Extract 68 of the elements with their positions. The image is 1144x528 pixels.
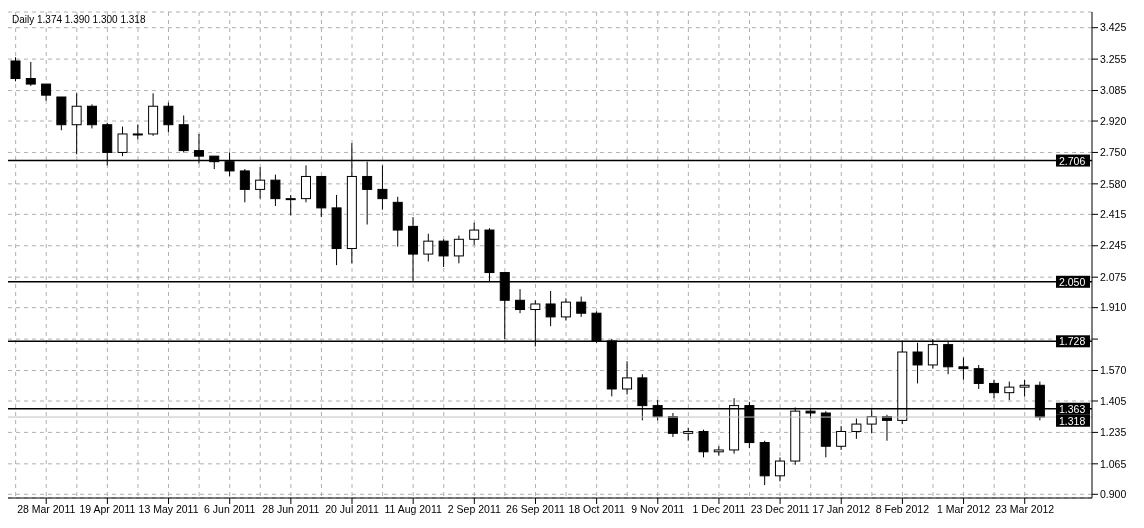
candlestick — [576, 296, 587, 318]
candlestick — [469, 222, 480, 246]
candlestick — [71, 92, 82, 155]
candlestick — [377, 164, 388, 211]
candlestick — [239, 168, 250, 203]
candlestick — [1004, 381, 1015, 401]
candlestick — [667, 412, 678, 438]
y-tick-label: 1.910 — [1100, 301, 1127, 314]
y-tick-label: 2.750 — [1100, 146, 1127, 159]
candlestick — [851, 418, 862, 440]
y-tick-label: 2.075 — [1100, 270, 1127, 283]
x-tick-label: 18 Oct 2011 — [568, 503, 625, 516]
candlestick — [453, 235, 464, 264]
candlestick — [423, 233, 434, 262]
candlestick — [698, 429, 709, 458]
y-tick-label: 1.065 — [1100, 457, 1127, 470]
candlestick — [270, 174, 281, 207]
candlestick — [117, 126, 128, 157]
candlestick — [774, 456, 785, 482]
candlestick — [285, 194, 296, 216]
candlestick — [560, 297, 571, 322]
candlestick — [622, 360, 633, 396]
candlestick — [545, 290, 556, 327]
x-tick-label: 11 Aug 2011 — [384, 503, 443, 516]
x-tick-label: 2 Sep 2011 — [447, 503, 501, 516]
x-tick-label: 1 Dec 2011 — [692, 503, 746, 516]
candlestick — [10, 56, 21, 82]
candlestick — [86, 103, 97, 129]
x-tick-label: 23 Dec 2011 — [750, 503, 810, 516]
candlestick — [300, 164, 311, 203]
y-tick-label: 3.085 — [1100, 84, 1127, 97]
y-tick-label: 0.900 — [1100, 488, 1127, 501]
x-tick-label: 17 Jan 2012 — [812, 503, 871, 516]
ref-line-label: 1.728 — [1059, 335, 1086, 348]
candlestick — [515, 288, 526, 314]
x-tick-label: 6 Jun 2011 — [204, 503, 256, 516]
ref-line-label: 2.706 — [1059, 154, 1086, 167]
y-tick-label: 2.245 — [1100, 239, 1127, 252]
x-tick-label: 26 Sep 2011 — [506, 503, 566, 516]
x-tick-label: 13 May 2011 — [138, 503, 199, 516]
candlestick — [989, 379, 1000, 399]
candlestick — [973, 364, 984, 390]
y-tick-label: 1.405 — [1100, 394, 1127, 407]
y-tick-label: 2.920 — [1100, 114, 1127, 127]
x-tick-label: 8 Feb 2012 — [875, 503, 930, 516]
candlestick — [163, 102, 174, 133]
candlestick — [438, 238, 449, 268]
candlestick — [836, 425, 847, 451]
ref-line-label: 2.050 — [1059, 275, 1086, 288]
chart-title: Daily 1.374 1.390 1.300 1.318 — [12, 14, 146, 25]
candlestick — [25, 61, 36, 87]
x-tick-label: 28 Jun 2011 — [262, 503, 320, 516]
x-tick-label: 28 Mar 2011 — [17, 503, 76, 516]
x-tick-label: 1 Mar 2012 — [937, 503, 991, 516]
x-tick-label: 19 Apr 2011 — [79, 503, 136, 516]
candlestick — [255, 166, 266, 200]
y-tick-label: 1.570 — [1100, 364, 1127, 377]
ref-line-label: 1.363 — [1059, 402, 1086, 415]
x-tick-label: 9 Nov 2011 — [631, 503, 685, 516]
y-tick-label: 1.235 — [1100, 426, 1127, 439]
x-tick-label: 23 Mar 2012 — [995, 503, 1055, 516]
y-tick-label: 2.580 — [1100, 177, 1127, 190]
y-tick-label: 3.255 — [1100, 52, 1127, 65]
ref-line-label: 1.318 — [1059, 414, 1086, 427]
y-tick-label: 2.415 — [1100, 208, 1127, 221]
y-tick-label: 3.425 — [1100, 21, 1127, 34]
x-tick-label: 20 Jul 2011 — [325, 503, 379, 516]
candlestick — [958, 357, 969, 381]
